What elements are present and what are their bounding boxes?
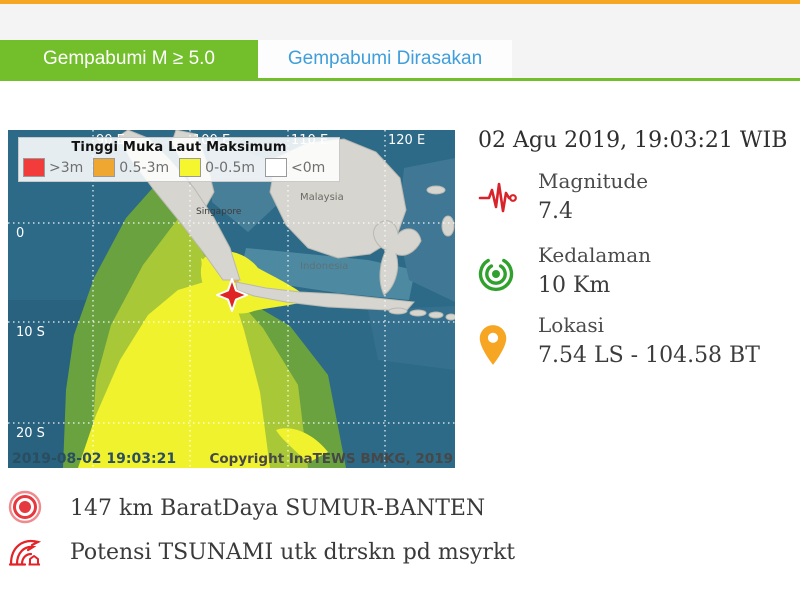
map-timestamp: 2019-08-02 19:03:21: [12, 451, 176, 467]
tsunami-potential-row: Potensi TSUNAMI utk dtrskn pd msyrkt: [8, 534, 515, 570]
distance-text: 147 km BaratDaya SUMUR-BANTEN: [70, 495, 486, 521]
legend-item-lt0m: <0m: [265, 158, 325, 177]
lon-label-120e: 120 E: [388, 133, 425, 148]
legend-swatch-yellow: [179, 158, 202, 177]
legend-label: 0-0.5m: [205, 159, 256, 176]
event-details-panel: 02 Agu 2019, 19:03:21 WIB Magnitude 7.4: [478, 128, 793, 368]
depth-row: Kedalaman 10 Km: [478, 242, 651, 301]
magnitude-label: Magnitude: [538, 169, 649, 193]
epicenter-distance-icon: [8, 490, 42, 526]
depth-value: 10 Km: [538, 273, 611, 298]
event-datetime: 02 Agu 2019, 19:03:21 WIB: [478, 128, 788, 153]
epicenter-star-marker: [216, 278, 248, 312]
legend-swatch-white: [265, 158, 288, 177]
legend-item-05-3m: 0.5-3m: [93, 158, 169, 177]
tab-gempabumi-dirasakan[interactable]: Gempabumi Dirasakan: [258, 40, 512, 78]
lat-label-0: 0: [16, 226, 24, 241]
legend-label: <0m: [291, 159, 326, 176]
map-image: 90 E 100 E 110 E 120 E 0 10 S 20 S Singa…: [8, 130, 455, 468]
legend-items: >3m 0.5-3m 0-0.5m <0m: [19, 155, 339, 177]
place-label-singapore: Singapore: [196, 207, 242, 217]
legend-label: 0.5-3m: [119, 159, 170, 176]
map-gridlines: [8, 130, 455, 468]
legend-swatch-orange: [93, 158, 116, 177]
magnitude-seismograph-icon: [478, 168, 522, 227]
tab-gempabumi-m5[interactable]: Gempabumi M ≥ 5.0: [0, 40, 258, 78]
tab-bar: Gempabumi M ≥ 5.0 Gempabumi Dirasakan: [0, 40, 512, 78]
legend-item-gt3m: >3m: [23, 158, 83, 177]
lat-label-20s: 20 S: [16, 426, 45, 441]
legend-title: Tinggi Muka Laut Maksimum: [71, 140, 287, 155]
legend-item-0-05m: 0-0.5m: [179, 158, 255, 177]
tsunami-warning-icon: [8, 534, 42, 570]
depth-icon: [478, 242, 522, 301]
place-label-indonesia: Indonesia: [300, 261, 348, 272]
distance-row: 147 km BaratDaya SUMUR-BANTEN: [8, 490, 485, 526]
tsunami-map: 90 E 100 E 110 E 120 E 0 10 S 20 S Singa…: [8, 130, 455, 468]
depth-label: Kedalaman: [538, 243, 652, 267]
magnitude-value: 7.4: [538, 199, 573, 224]
location-label: Lokasi: [538, 313, 605, 337]
top-accent-bar: [0, 0, 800, 4]
map-copyright: Copyright InaTEWS BMKG, 2019: [209, 451, 453, 467]
place-label-malaysia: Malaysia: [300, 192, 344, 203]
location-pin-icon: [478, 312, 522, 371]
magnitude-row: Magnitude 7.4: [478, 168, 648, 227]
location-row: Lokasi 7.54 LS - 104.58 BT: [478, 312, 760, 371]
tsunami-potential-text: Potensi TSUNAMI utk dtrskn pd msyrkt: [70, 539, 516, 565]
legend-label: >3m: [49, 159, 84, 176]
tab-header: Gempabumi M ≥ 5.0 Gempabumi Dirasakan: [0, 4, 800, 81]
lat-label-10s: 10 S: [16, 325, 45, 340]
location-value: 7.54 LS - 104.58 BT: [538, 343, 760, 368]
map-legend: Tinggi Muka Laut Maksimum >3m 0.5-3m 0-0…: [18, 137, 340, 182]
legend-swatch-red: [23, 158, 45, 177]
